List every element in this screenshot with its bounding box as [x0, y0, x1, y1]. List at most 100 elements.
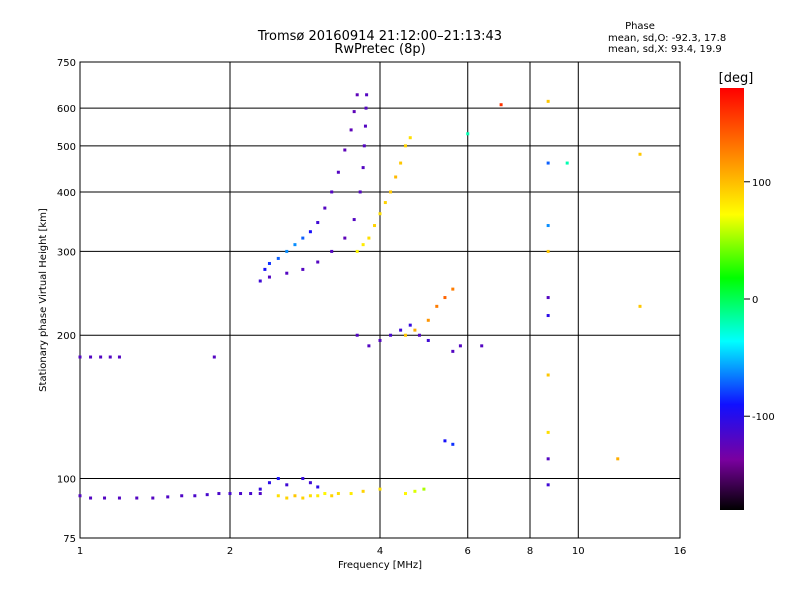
data-point [267, 275, 271, 279]
y-tick-label: 200 [57, 331, 76, 342]
data-point [546, 314, 550, 318]
data-point [103, 496, 107, 500]
data-point [193, 494, 197, 498]
data-point [546, 483, 550, 487]
data-point [443, 439, 447, 443]
data-point [308, 230, 312, 234]
data-point [499, 103, 503, 107]
x-tick-label: 8 [527, 546, 533, 557]
data-point [365, 93, 369, 97]
data-point [417, 333, 421, 337]
y-tick-label: 75 [63, 534, 76, 545]
data-point [285, 271, 289, 275]
y-axis-label: Stationary phase Virtual Height [km] [38, 208, 49, 392]
data-point [361, 243, 365, 247]
data-point [89, 496, 93, 500]
data-point [403, 492, 407, 496]
data-point [336, 170, 340, 174]
colorbar-ticks: 100 0 -100 [744, 178, 775, 423]
data-point [323, 492, 327, 496]
data-point [330, 190, 334, 194]
data-point [301, 477, 305, 481]
data-point [330, 494, 334, 498]
data-point [89, 355, 93, 359]
data-point [378, 338, 382, 342]
data-point [276, 477, 280, 481]
colorbar-label: [deg] [719, 71, 754, 86]
colorbar [720, 88, 744, 510]
data-point [378, 212, 382, 216]
data-point [258, 487, 262, 491]
data-point [355, 333, 359, 337]
data-point [361, 166, 365, 170]
data-point [276, 256, 280, 260]
data-point [343, 236, 347, 240]
stats-line-o: mean, sd,O: -92.3, 17.8 [608, 33, 726, 44]
data-point [399, 161, 403, 165]
data-point [316, 260, 320, 264]
data-point [638, 152, 642, 156]
data-point [546, 373, 550, 377]
data-point [426, 338, 430, 342]
data-point [363, 124, 367, 128]
data-point [258, 492, 262, 496]
data-point [389, 333, 393, 337]
x-tick-label: 10 [572, 546, 585, 557]
y-tick-label: 400 [57, 188, 76, 199]
data-point [352, 110, 356, 114]
data-point [399, 328, 403, 332]
y-tick-label: 100 [57, 475, 76, 486]
colorbar-tick-label: 100 [752, 178, 771, 189]
x-tick-label: 4 [377, 546, 383, 557]
data-points [78, 93, 642, 500]
data-point [435, 304, 439, 308]
data-point [403, 144, 407, 148]
data-point [316, 494, 320, 498]
data-point [422, 487, 426, 491]
y-tick-label: 600 [57, 104, 76, 115]
data-point [408, 136, 412, 140]
data-point [546, 296, 550, 300]
data-point [466, 132, 470, 136]
x-tick-label: 16 [674, 546, 687, 557]
data-point [426, 318, 430, 322]
data-point [239, 492, 243, 496]
data-point [451, 349, 455, 353]
data-point [413, 489, 417, 493]
data-point [249, 492, 253, 496]
data-point [301, 267, 305, 271]
data-point [638, 304, 642, 308]
data-point [205, 493, 209, 497]
data-point [166, 495, 170, 499]
data-point [480, 344, 484, 348]
data-point [546, 249, 550, 253]
data-point [361, 489, 365, 493]
data-point [228, 492, 232, 496]
data-point [616, 457, 620, 461]
data-point [117, 496, 121, 500]
data-point [443, 296, 447, 300]
data-point [378, 487, 382, 491]
data-point [336, 492, 340, 496]
data-point [330, 249, 334, 253]
data-point [367, 236, 371, 240]
data-point [458, 344, 462, 348]
y-tick-labels: 75 100 200 300 400 500 600 750 [57, 58, 76, 545]
stats-header: Phase [625, 21, 655, 32]
data-point [78, 494, 82, 498]
data-point [308, 494, 312, 498]
data-point [546, 161, 550, 165]
data-point [301, 236, 305, 240]
data-point [546, 457, 550, 461]
data-point [323, 206, 327, 210]
data-point [180, 494, 184, 498]
x-tick-label: 6 [465, 546, 471, 557]
y-tick-label: 750 [57, 58, 76, 69]
data-point [383, 201, 387, 205]
data-point [367, 344, 371, 348]
stats-line-x: mean, sd,X: 93.4, 19.9 [608, 44, 722, 55]
data-point [349, 492, 353, 496]
data-point [394, 175, 398, 179]
y-tick-label: 500 [57, 142, 76, 153]
